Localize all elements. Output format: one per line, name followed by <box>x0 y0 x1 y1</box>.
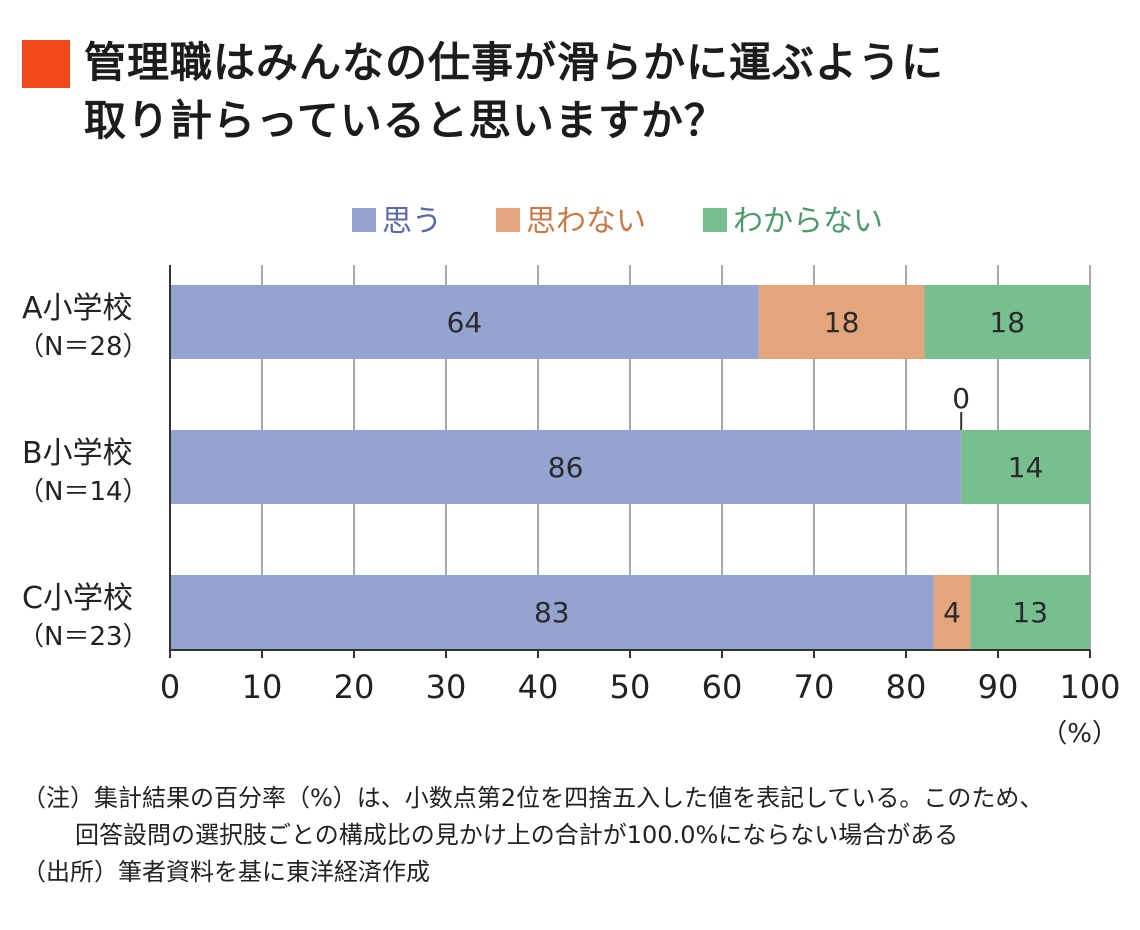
x-tick-label: 80 <box>886 668 927 706</box>
data-label: 14 <box>1008 451 1044 484</box>
x-tick-label: 40 <box>518 668 559 706</box>
data-label: 83 <box>534 596 570 629</box>
bar-segment <box>170 430 962 504</box>
source-note: （出所）筆者資料を基に東洋経済作成 <box>22 858 430 886</box>
data-label: 64 <box>447 306 483 339</box>
category-label: A小学校 <box>22 291 133 326</box>
legend-label-1: 思う <box>382 204 442 239</box>
x-tick-label: 90 <box>978 668 1019 706</box>
chart-title-line2: 取り計らっていると思いますか？ <box>84 96 727 145</box>
bar-segment <box>170 285 759 359</box>
x-tick-label: 50 <box>610 668 651 706</box>
data-label: 18 <box>824 306 860 339</box>
category-sublabel: （N＝28） <box>18 332 149 362</box>
title-marker <box>22 40 70 88</box>
bar-segment <box>170 575 934 649</box>
category-sublabel: （N＝23） <box>18 622 149 652</box>
stacked-bar-chart: 思う 思わない わからない 64 18 18 A小学校 （N＝28） 86 0 14 B小学校 （N＝1… <box>18 204 1121 749</box>
x-axis-unit: （%） <box>1041 719 1118 749</box>
footnote-2: 回答設問の選択肢ごとの構成比の見かけ上の合計が100.0%にならない場合がある <box>75 821 959 849</box>
x-tick-label: 10 <box>242 668 283 706</box>
bar-segment <box>924 285 1090 359</box>
footnote-1: （注）集計結果の百分率（%）は、小数点第2位を四捨五入した値を表記している。この… <box>22 784 1044 812</box>
data-label: 13 <box>1012 596 1048 629</box>
legend-swatch-1 <box>352 208 376 232</box>
x-tick-label: 30 <box>426 668 467 706</box>
data-label: 18 <box>989 306 1025 339</box>
data-label: 0 <box>952 382 970 415</box>
legend-label-2: 思わない <box>526 204 646 239</box>
legend-label-3: わからない <box>733 204 883 239</box>
bar-segment <box>933 575 971 649</box>
legend-swatch-2 <box>496 208 520 232</box>
data-label: 86 <box>548 451 584 484</box>
category-sublabel: （N＝14） <box>18 477 149 507</box>
x-tick-label: 100 <box>1059 668 1120 706</box>
bar-segment <box>961 430 1090 504</box>
chart-title: 管理職はみんなの仕事が滑らかに運ぶように 取り計らっていると思いますか？ <box>84 34 944 150</box>
category-label: C小学校 <box>22 581 133 616</box>
x-tick-label: 20 <box>334 668 375 706</box>
x-tick-label: 60 <box>702 668 743 706</box>
x-tick-label: 0 <box>160 668 180 706</box>
legend-swatch-3 <box>703 208 727 232</box>
x-tick-label: 70 <box>794 668 835 706</box>
category-label: B小学校 <box>22 436 133 471</box>
chart-title-line1: 管理職はみんなの仕事が滑らかに運ぶように <box>84 38 945 87</box>
bar-segment <box>970 575 1090 649</box>
data-label: 4 <box>943 596 961 629</box>
bar-segment <box>758 285 925 359</box>
